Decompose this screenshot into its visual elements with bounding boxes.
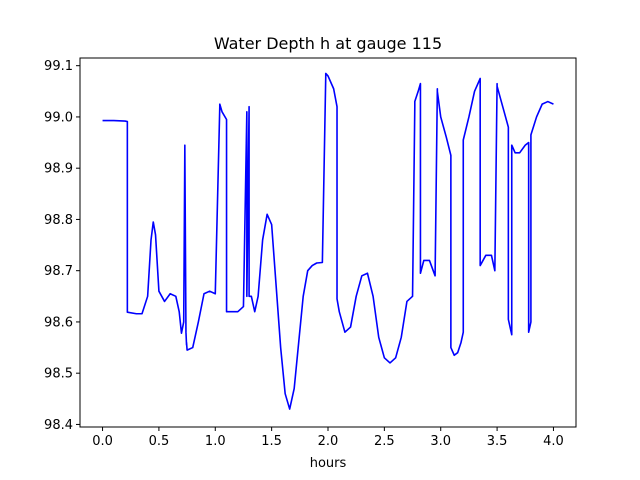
axis-ticks: 0.0 0.5 1.0 1.5 2.0 2.5 3.0 3.5 4.0 98.4 98.5 98.6 9… bbox=[44, 59, 564, 449]
y-tick-label: 98.6 bbox=[44, 315, 73, 330]
y-tick-label: 98.8 bbox=[44, 213, 73, 228]
x-tick-label: 3.5 bbox=[487, 434, 508, 449]
x-tick-label: 0.5 bbox=[149, 434, 170, 449]
series-line-1 bbox=[102, 72, 554, 410]
x-tick-label: 1.5 bbox=[261, 434, 282, 449]
x-tick-label: 3.0 bbox=[430, 434, 451, 449]
y-tick-label: 98.7 bbox=[44, 264, 73, 279]
x-tick-label: 4.0 bbox=[543, 434, 564, 449]
chart-title: Water Depth h at gauge 115 bbox=[214, 34, 442, 53]
y-tick-label: 98.9 bbox=[44, 162, 73, 177]
y-tick-label: 98.4 bbox=[44, 418, 73, 433]
y-tick-label: 99.0 bbox=[44, 110, 73, 125]
x-tick-label: 1.0 bbox=[205, 434, 226, 449]
x-tick-label: 2.5 bbox=[374, 434, 395, 449]
plot-frame bbox=[79, 57, 577, 428]
x-tick-label: 0.0 bbox=[92, 434, 113, 449]
x-tick-label: 2.0 bbox=[318, 434, 339, 449]
y-tick-label: 98.5 bbox=[44, 367, 73, 382]
x-axis-title: hours bbox=[310, 456, 347, 471]
y-tick-label: 99.1 bbox=[44, 59, 73, 74]
